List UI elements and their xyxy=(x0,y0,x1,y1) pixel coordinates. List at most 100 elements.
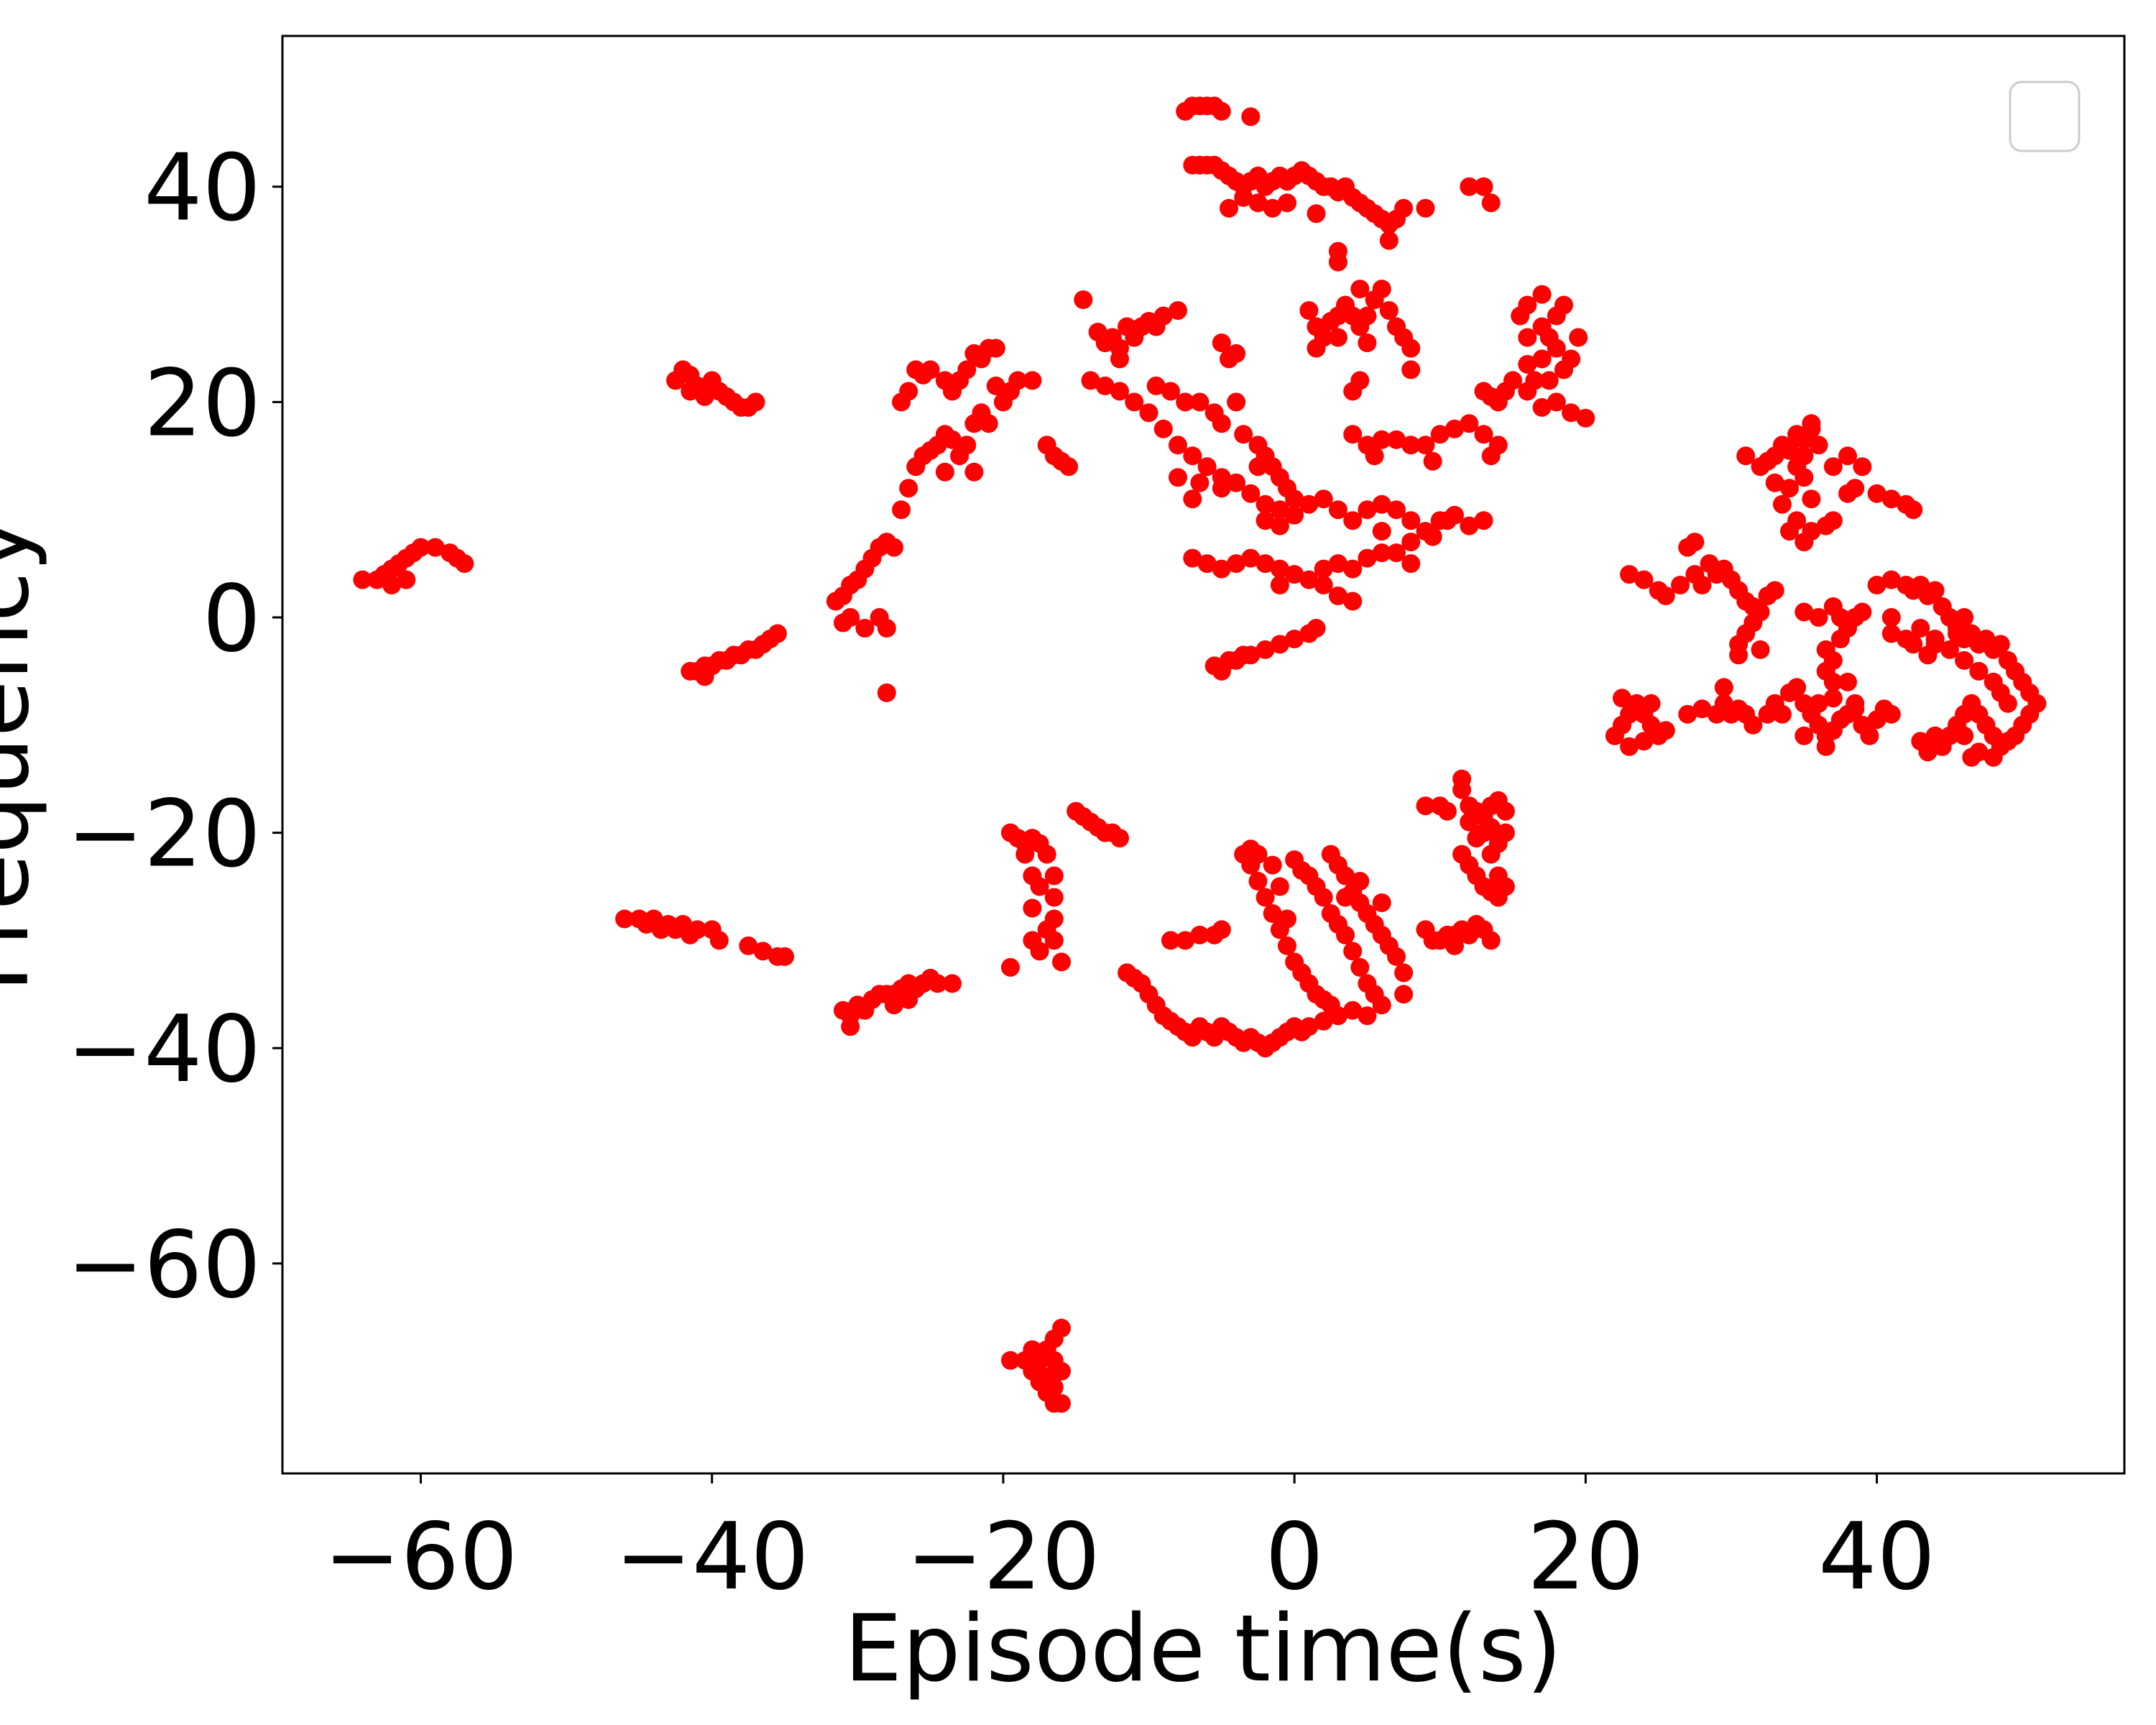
scatter-point xyxy=(1212,920,1231,939)
scatter-point xyxy=(1372,494,1391,514)
scatter-point xyxy=(935,462,954,482)
scatter-point xyxy=(1423,527,1442,546)
scatter-point xyxy=(1044,1351,1064,1370)
scatter-point xyxy=(1176,392,1195,412)
scatter-point xyxy=(1176,931,1195,950)
scatter-point xyxy=(1008,371,1028,390)
scatter-point xyxy=(1183,489,1202,509)
scatter-point xyxy=(1765,473,1784,492)
scatter-point xyxy=(1496,823,1515,842)
scatter-point xyxy=(1823,689,1843,708)
scatter-point xyxy=(1795,533,1814,552)
scatter-point xyxy=(986,376,1005,395)
scatter-point xyxy=(1445,936,1464,955)
scatter-point xyxy=(1285,489,1304,509)
scatter-point xyxy=(1081,371,1100,390)
scatter-point xyxy=(1634,732,1654,751)
scatter-point xyxy=(1270,516,1289,535)
scatter-point xyxy=(1153,306,1173,326)
scatter-point xyxy=(382,576,401,594)
scatter-point xyxy=(1285,565,1304,584)
scatter-point xyxy=(1795,468,1814,487)
scatter-point xyxy=(1802,489,1821,509)
scatter-point xyxy=(1197,554,1217,574)
scatter-point xyxy=(1751,640,1770,659)
scatter-point xyxy=(1911,732,1930,751)
scatter-point xyxy=(1823,457,1843,477)
scatter-point xyxy=(877,619,896,638)
scatter-point xyxy=(1044,1378,1064,1397)
scatter-point xyxy=(1511,306,1530,326)
scatter-point xyxy=(775,947,794,966)
scatter-point xyxy=(1328,252,1348,272)
scatter-point xyxy=(1955,726,1974,745)
scatter-point xyxy=(1387,947,1406,966)
scatter-point xyxy=(1256,494,1275,514)
scatter-point xyxy=(928,974,947,993)
scatter-point xyxy=(1692,576,1712,594)
scatter-point xyxy=(1256,640,1275,659)
scatter-point xyxy=(1955,650,1974,670)
scatter-point xyxy=(1358,500,1377,520)
scatter-point xyxy=(1328,1006,1348,1026)
scatter-point xyxy=(688,920,707,939)
scatter-point xyxy=(1307,339,1326,358)
scatter-point xyxy=(1460,812,1479,832)
scatter-point xyxy=(1416,796,1435,816)
scatter-point xyxy=(1394,198,1414,218)
scatter-point xyxy=(1227,344,1246,363)
scatter-point xyxy=(1358,306,1377,326)
scatter-point xyxy=(1183,446,1202,466)
scatter-point xyxy=(1372,543,1391,563)
scatter-point xyxy=(1161,931,1180,950)
scatter-point xyxy=(1838,484,1857,503)
scatter-point xyxy=(1307,619,1326,638)
scatter-point xyxy=(1772,704,1792,724)
scatter-point xyxy=(1671,576,1690,594)
scatter-point xyxy=(1169,468,1187,487)
scatter-point xyxy=(1816,640,1835,659)
scatter-point xyxy=(1263,855,1282,875)
scatter-point xyxy=(1153,419,1173,438)
scatter-point xyxy=(1787,678,1807,697)
scatter-point xyxy=(1336,866,1355,886)
scatter-point xyxy=(353,570,372,589)
scatter-point xyxy=(1423,451,1442,471)
scatter-point xyxy=(1343,511,1363,530)
scatter-point xyxy=(681,382,700,401)
scatter-point xyxy=(1270,877,1289,896)
scatter-point xyxy=(1401,533,1421,552)
scatter-point xyxy=(1379,301,1399,320)
scatter-point xyxy=(1343,425,1363,444)
scatter-point xyxy=(1539,371,1559,390)
scatter-point xyxy=(1918,645,1938,665)
x-tick-label: 20 xyxy=(1527,1504,1644,1611)
scatter-point xyxy=(1059,457,1079,477)
scatter-point xyxy=(1044,888,1064,907)
y-axis-ticks: −60 −40 −20 0 20 40 xyxy=(67,135,282,1319)
scatter-point xyxy=(1955,608,1974,627)
scatter-point xyxy=(841,1017,860,1036)
scatter-point xyxy=(695,667,714,686)
scatter-point xyxy=(1001,1351,1020,1370)
scatter-point xyxy=(1350,371,1370,390)
scatter-point xyxy=(1656,721,1675,740)
scatter-point xyxy=(1816,737,1835,756)
scatter-point xyxy=(411,538,430,557)
y-tick-label: −40 xyxy=(67,996,261,1103)
scatter-point xyxy=(986,339,1005,358)
scatter-point xyxy=(1212,101,1231,121)
scatter-point xyxy=(1052,1318,1071,1338)
scatter-point xyxy=(1437,511,1457,530)
scatter-point xyxy=(1015,845,1035,864)
scatter-point xyxy=(1110,829,1129,848)
scatter-point xyxy=(1948,624,1966,643)
scatter-point xyxy=(957,436,977,455)
scatter-point xyxy=(1139,403,1158,423)
scatter-point xyxy=(1474,511,1493,530)
scatter-point xyxy=(1044,866,1064,886)
scatter-point xyxy=(1343,592,1363,611)
scatter-point xyxy=(1314,559,1333,579)
scatter-point xyxy=(455,554,474,574)
scatter-point xyxy=(1554,295,1573,315)
